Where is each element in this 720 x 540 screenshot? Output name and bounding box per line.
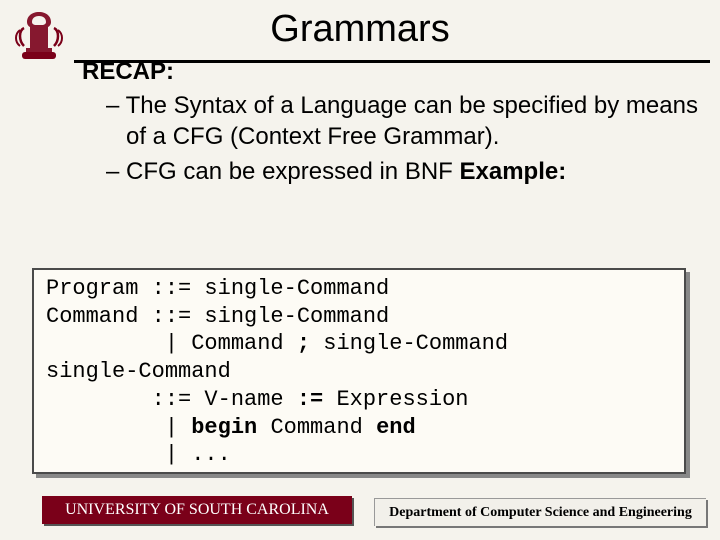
code-l6a: | xyxy=(46,415,191,440)
recap-label: RECAP: xyxy=(82,58,174,86)
bullet-1: – The Syntax of a Language can be specif… xyxy=(82,90,700,152)
code-l3a: | Command xyxy=(46,331,297,356)
code-l5c: Expression xyxy=(323,387,468,412)
bnf-code-box: Program ::= single-Command Command ::= s… xyxy=(32,268,686,474)
code-l7: | ... xyxy=(46,442,231,467)
code-l3c: single-Command xyxy=(310,331,508,356)
footer-department: Department of Computer Science and Engin… xyxy=(374,498,706,526)
code-l6-end: end xyxy=(376,415,416,440)
code-l4: single-Command xyxy=(46,359,231,384)
content-area: – The Syntax of a Language can be specif… xyxy=(82,90,700,192)
bullet-2-text: – CFG can be expressed in BNF xyxy=(106,158,453,185)
code-l6c: Command xyxy=(257,415,376,440)
code-l5a: ::= V-name xyxy=(46,387,297,412)
example-label: Example: xyxy=(460,158,567,185)
bullet-2: – CFG can be expressed in BNF Example: xyxy=(82,156,700,187)
code-l2: Command ::= single-Command xyxy=(46,304,389,329)
code-l3-semi: ; xyxy=(297,331,310,356)
code-l6-begin: begin xyxy=(191,415,257,440)
code-l1: Program ::= single-Command xyxy=(46,276,389,301)
slide-title: Grammars xyxy=(0,8,720,51)
footer-university: UNIVERSITY OF SOUTH CAROLINA xyxy=(42,496,352,524)
code-l5-assign: := xyxy=(297,387,323,412)
footer: UNIVERSITY OF SOUTH CAROLINA Department … xyxy=(42,496,706,526)
